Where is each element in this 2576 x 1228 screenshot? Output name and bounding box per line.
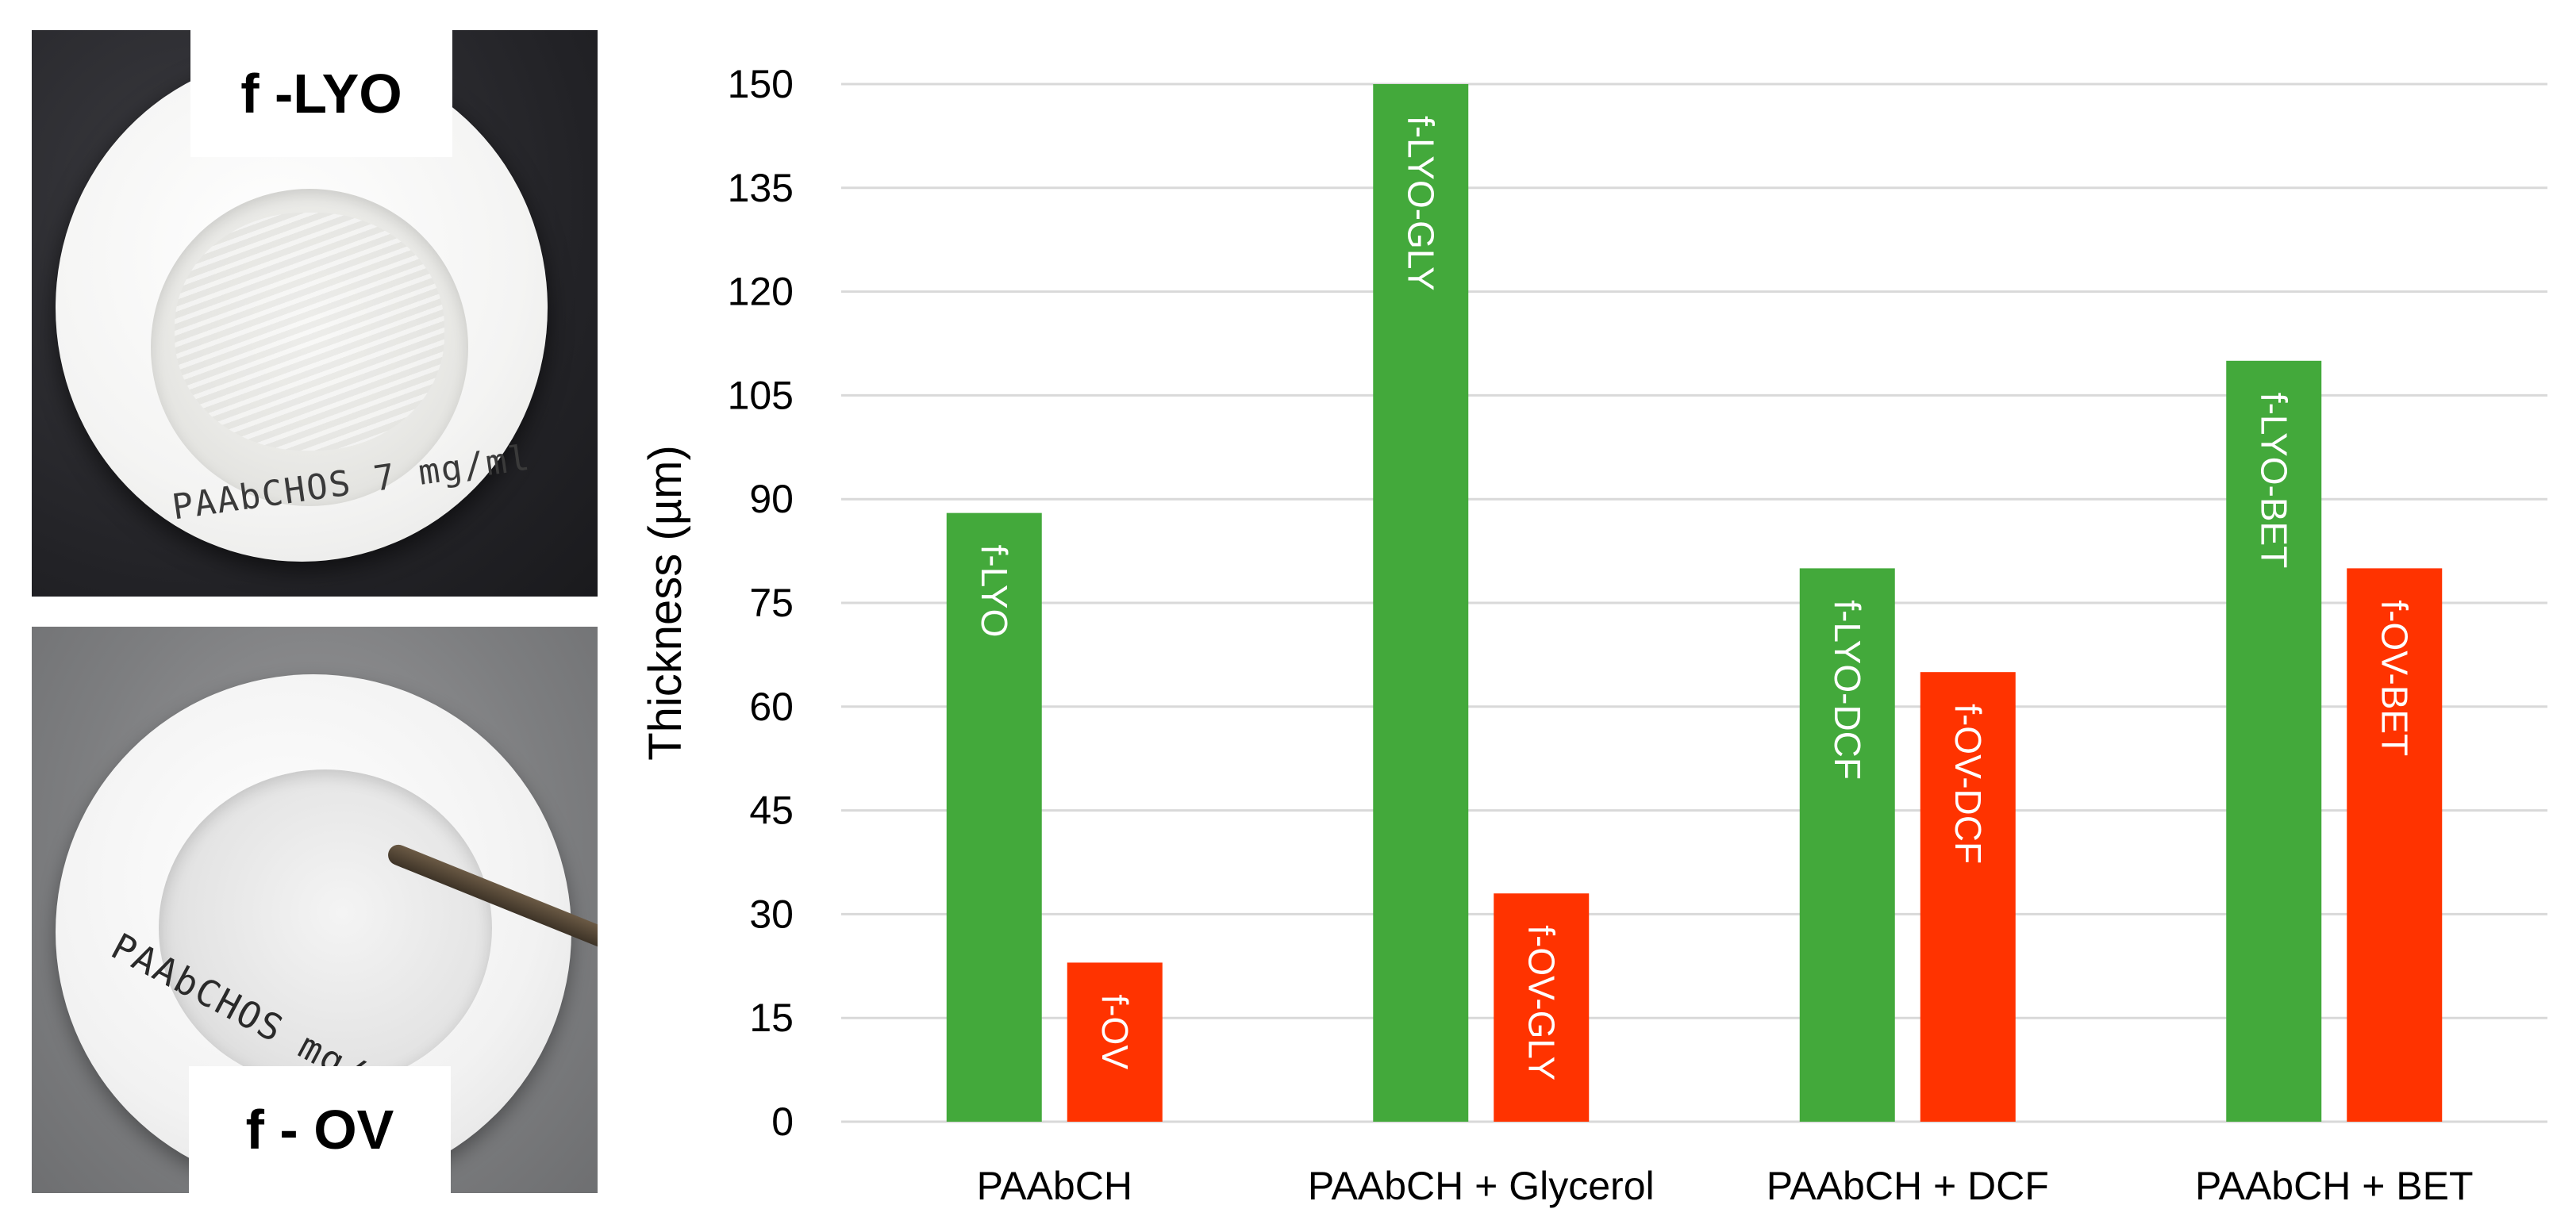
bar xyxy=(1067,962,1163,1122)
y-tick-labels: 0 15 30 45 60 75 90 105 120 135 150 xyxy=(728,62,794,1144)
lyophilized-film xyxy=(175,213,444,451)
bar-label: f-LYO xyxy=(974,545,1015,638)
dish-well xyxy=(151,189,468,506)
photo-label-top: f -LYO xyxy=(190,30,452,157)
bar-label: f-OV-DCF xyxy=(1947,704,1989,864)
bar xyxy=(2226,360,2322,1122)
bars: f-LYO f-OV f-LYO-GLY f-OV-GLY f-LYO-DCF f-OV-… xyxy=(946,84,2443,1122)
photo-f-ov: PAAbCHOS mg/ml f - OV xyxy=(32,627,598,1193)
photo-label-bottom: f - OV xyxy=(189,1066,451,1193)
y-tick-label: 15 xyxy=(749,996,794,1040)
y-tick-label: 30 xyxy=(749,892,794,936)
category-label: PAAbCH xyxy=(977,1164,1132,1208)
y-axis-title: Thickness (µm) xyxy=(640,445,691,761)
bar-label: f-LYO-DCF xyxy=(1827,600,1868,780)
category-labels: PAAbCH PAAbCH + Glycerol PAAbCH + DCF PAAbC… xyxy=(977,1164,2474,1208)
bar-label: f-OV xyxy=(1094,994,1136,1069)
y-tick-label: 60 xyxy=(749,685,794,729)
photo-f-lyo: PAAbCHOS 7 mg/ml f -LYO xyxy=(32,30,598,597)
y-tick-label: 75 xyxy=(749,581,794,625)
category-label: PAAbCH + Glycerol xyxy=(1308,1164,1655,1208)
bar-label: f-LYO-BET xyxy=(2253,393,2294,569)
bar xyxy=(2347,568,2443,1122)
y-tick-label: 105 xyxy=(728,373,794,417)
y-tick-label: 90 xyxy=(749,477,794,521)
bar-label: f-LYO-GLY xyxy=(1400,116,1441,291)
bar-label: f-OV-GLY xyxy=(1521,925,1562,1080)
y-tick-label: 0 xyxy=(771,1099,794,1144)
bar xyxy=(1799,568,1895,1122)
y-tick-label: 150 xyxy=(728,62,794,106)
bar xyxy=(1920,672,2016,1122)
bar xyxy=(1373,84,1469,1122)
y-tick-label: 135 xyxy=(728,166,794,210)
bar xyxy=(946,512,1042,1122)
category-label: PAAbCH + DCF xyxy=(1767,1164,2049,1208)
bar xyxy=(1494,893,1590,1122)
y-tick-label: 45 xyxy=(749,789,794,833)
dish-well xyxy=(159,769,492,1087)
bar-label: f-OV-BET xyxy=(2374,600,2415,756)
category-label: PAAbCH + BET xyxy=(2195,1164,2474,1208)
y-tick-label: 120 xyxy=(728,270,794,314)
